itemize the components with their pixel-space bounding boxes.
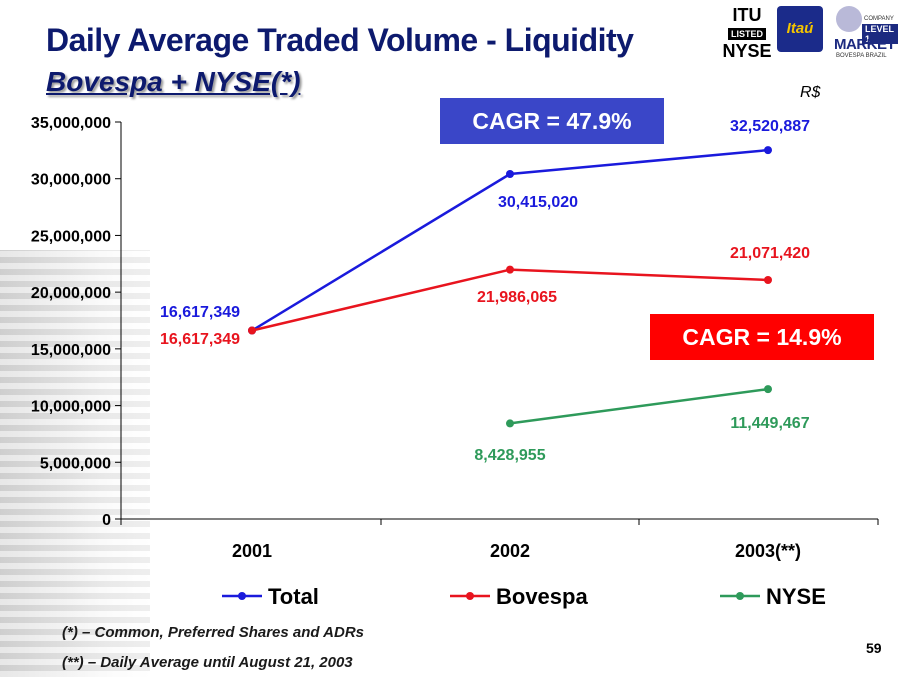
y-tick-label: 30,000,000	[31, 172, 111, 189]
data-label-nyse: 11,449,467	[730, 415, 809, 432]
unit-label: R$	[800, 84, 821, 101]
x-tick-label: 2003(**)	[735, 541, 801, 561]
level1-logo-market: MARKET	[834, 36, 896, 53]
data-label-bovespa: 21,071,420	[730, 245, 810, 262]
data-label-nyse: 8,428,955	[474, 447, 545, 464]
legend-label-nyse: NYSE	[766, 584, 826, 609]
itu-logo-listed: LISTED	[727, 28, 766, 40]
data-label-bovespa: 16,617,349	[160, 331, 240, 348]
itau-logo: Itaú	[777, 6, 823, 52]
legend-label-total: Total	[268, 584, 319, 609]
x-tick-label: 2002	[490, 541, 530, 561]
y-tick-label: 25,000,000	[31, 228, 111, 245]
data-point-bovespa	[248, 326, 256, 335]
itu-nyse-logo: ITU LISTED NYSE	[718, 5, 776, 60]
itu-logo-top: ITU	[732, 5, 762, 25]
level1-logo-circle	[836, 6, 862, 32]
series-line-nyse	[509, 387, 769, 425]
data-point-bovespa	[506, 265, 514, 274]
data-label-total: 32,520,887	[730, 118, 810, 135]
legend-label-bovespa: Bovespa	[496, 584, 588, 609]
level1-logo-company: COMPANY	[864, 16, 894, 22]
background-building-photo	[0, 250, 150, 677]
y-tick-label: 0	[102, 512, 111, 529]
footnote-shares: (*) – Common, Preferred Shares and ADRs	[62, 624, 365, 641]
page-title: Daily Average Traded Volume - Liquidity	[46, 22, 634, 58]
y-tick-label: 10,000,000	[31, 399, 111, 416]
y-tick-label: 15,000,000	[31, 342, 111, 359]
y-tick-label: 5,000,000	[40, 455, 111, 472]
data-label-bovespa: 21,986,065	[477, 289, 557, 306]
y-tick-label: 35,000,000	[31, 115, 111, 132]
legend-marker-nyse	[736, 592, 744, 600]
page-number: 59	[866, 640, 882, 656]
data-point-nyse	[764, 385, 772, 394]
itu-logo-bottom: NYSE	[722, 41, 772, 61]
data-point-total	[764, 146, 772, 155]
legend-marker-bovespa	[466, 592, 474, 600]
y-tick-label: 20,000,000	[31, 285, 111, 302]
data-point-nyse	[506, 419, 514, 428]
level1-logo-badge: LEVEL 1	[862, 24, 898, 44]
cagr-total-callout: CAGR = 47.9%	[440, 98, 664, 144]
legend-marker-total	[238, 592, 246, 600]
page-subtitle: Bovespa + NYSE(*)	[46, 66, 301, 97]
footnote-daily-average: (**) – Daily Average until August 21, 20…	[62, 654, 353, 671]
data-point-total	[506, 170, 514, 179]
level1-logo-footer: BOVESPA BRAZIL	[836, 53, 887, 59]
x-tick-label: 2001	[232, 541, 272, 561]
data-point-bovespa	[764, 275, 772, 284]
data-label-total: 30,415,020	[498, 194, 578, 211]
level1-market-logo: COMPANY LEVEL 1 MARKET BOVESPA BRAZIL	[832, 6, 898, 60]
data-label-total: 16,617,349	[160, 304, 240, 321]
cagr-nyse-callout: CAGR = 14.9%	[650, 314, 874, 360]
